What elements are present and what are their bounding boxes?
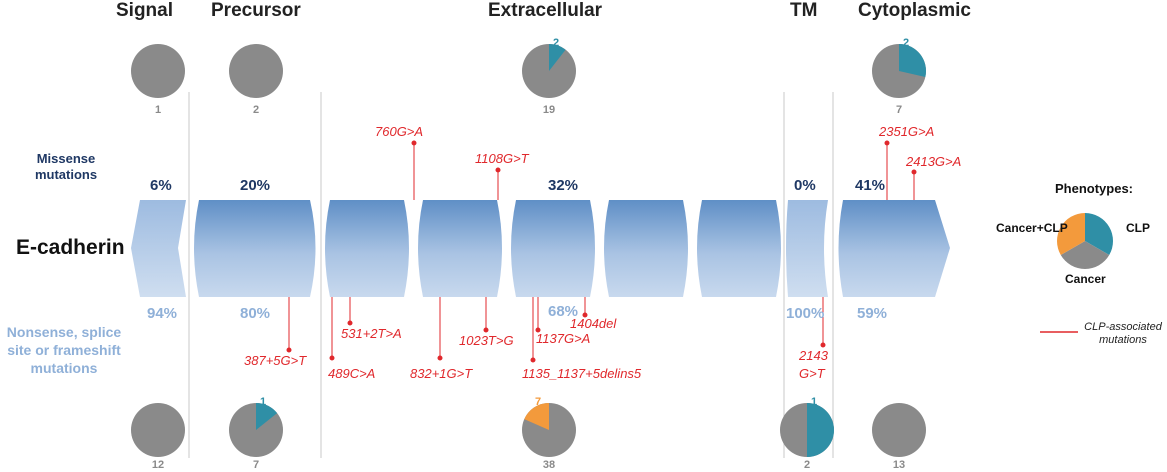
ec4-segment: [604, 200, 688, 297]
missense-count-signal: 1: [154, 104, 162, 116]
nonsense-count-extracellular: 38: [542, 459, 556, 471]
precursor-segment: [194, 200, 316, 297]
missense-pie-extracellular-clp-count: 2: [553, 37, 559, 49]
nonsense-row-label: Nonsense, splice site or frameshift muta…: [6, 324, 122, 376]
mutation-label: 2351G>A: [879, 124, 935, 139]
nonsense-pie-extracellular-cancer-clp-count: 7: [535, 396, 541, 408]
domain-title-signal: Signal: [116, 0, 174, 21]
nonsense-count-precursor: 7: [252, 459, 260, 471]
ec5-segment: [697, 200, 781, 297]
mutation-label: G>T: [799, 366, 825, 381]
missense-markers: [411, 140, 917, 200]
mutation-label: 387+5G>T: [244, 353, 307, 368]
legend-cancer-slice: [1060, 241, 1110, 269]
missense-pie-cytoplasmic-clp-slice: [899, 44, 926, 78]
nonsense-pct-extracellular: 68%: [548, 303, 579, 320]
missense-pie-precursor-cancer-slice: [229, 44, 283, 98]
mutation-label: 832+1G>T: [410, 366, 473, 381]
ec3-segment: [511, 200, 595, 297]
nonsense-pie-tm-clp-slice: [807, 403, 834, 457]
missense-pie-signal-cancer-slice: [131, 44, 185, 98]
nonsense-pct-cytoplasmic: 59%: [857, 305, 888, 322]
missense-pie-extracellular-clp-slice: [549, 44, 566, 71]
tm-segment: [786, 200, 828, 297]
domain-title-precursor: Precursor: [211, 0, 301, 21]
nonsense-pie-cytoplasmic-cancer-slice: [872, 403, 926, 457]
missense-count-precursor: 2: [252, 104, 260, 116]
mutation-label: 760G>A: [375, 124, 424, 139]
nonsense-pie-precursor-clp-count: 1: [260, 396, 266, 408]
nonsense-count-cytoplasmic: 13: [892, 459, 906, 471]
nonsense-pct-tm: 100%: [786, 305, 825, 322]
missense-row-label: Missense mutations: [34, 151, 98, 182]
ec2-segment: [418, 200, 502, 297]
mutation-label: 1404del: [570, 316, 617, 331]
missense-count-extracellular: 19: [542, 104, 556, 116]
missense-pct-precursor: 20%: [240, 177, 271, 194]
missense-pct-cytoplasmic: 41%: [855, 177, 886, 194]
missense-pct-tm: 0%: [794, 177, 816, 194]
nonsense-pie-extracellular-cancer-clp-slice: [524, 403, 549, 430]
missense-pct-extracellular: 32%: [548, 177, 579, 194]
nonsense-count-signal: 12: [151, 459, 165, 471]
nonsense-pie-precursor-clp-slice: [256, 403, 278, 430]
nonsense-pie-tm-clp-count: 1: [811, 396, 817, 408]
mutation-label: 1023T>G: [459, 333, 514, 348]
signal-segment: [131, 200, 186, 297]
clp-associated-legend-label: CLP-associated mutations: [1084, 321, 1162, 346]
nonsense-count-tm: 2: [803, 459, 811, 471]
phenotype-cancer-clp-label: Cancer+CLP: [996, 221, 1068, 235]
missense-pct-signal: 6%: [150, 177, 172, 194]
nonsense-pie-signal-cancer-slice: [131, 403, 185, 457]
pie-charts: 2 2 1 7 1: [131, 37, 1113, 457]
domain-title-cytoplasmic: Cytoplasmic: [858, 0, 971, 21]
legend-clp-slice: [1085, 213, 1113, 255]
mutation-label: 2143: [799, 348, 828, 363]
domain-title-tm: TM: [790, 0, 818, 21]
legend-cancer-clp-slice: [1057, 213, 1085, 255]
phenotype-cancer-label: Cancer: [1065, 272, 1106, 286]
mutation-label: 531+2T>A: [341, 326, 402, 341]
nonsense-pct-precursor: 80%: [240, 305, 271, 322]
domain-title-extracellular: Extracellular: [488, 0, 603, 21]
cytoplasmic-segment: [838, 200, 950, 297]
phenotype-clp-label: CLP: [1126, 221, 1150, 235]
mutation-label: 489C>A: [328, 366, 376, 381]
missense-count-cytoplasmic: 7: [895, 104, 903, 116]
mutation-label: 1137G>A: [536, 331, 591, 346]
protein-label: E-cadherin: [16, 236, 125, 259]
phenotypes-title: Phenotypes:: [1055, 181, 1134, 196]
mutation-label: 1108G>T: [475, 151, 529, 166]
nonsense-markers: [286, 297, 826, 363]
mutation-label: 2413G>A: [906, 154, 962, 169]
nonsense-pct-signal: 94%: [147, 305, 178, 322]
mutation-label: 1135_1137+5delins5: [522, 366, 642, 381]
ec1-segment: [325, 200, 409, 297]
missense-pie-cytoplasmic-clp-count: 2: [903, 37, 909, 49]
